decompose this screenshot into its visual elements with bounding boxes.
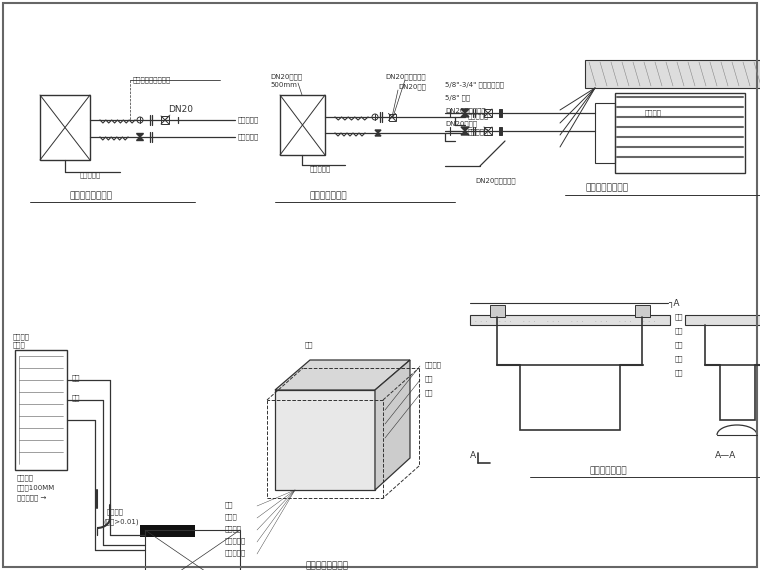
Polygon shape	[461, 109, 469, 113]
Text: 风机盘管配管图: 风机盘管配管图	[310, 192, 347, 201]
Bar	[490, 305, 505, 317]
Text: 冷冻供水管: 冷冻供水管	[238, 134, 259, 140]
Text: 暖散散板: 暖散散板	[13, 333, 30, 340]
Text: 冷冻回水管: 冷冻回水管	[238, 117, 259, 123]
Text: 管节及螺圈: 管节及螺圈	[225, 538, 246, 544]
Polygon shape	[461, 131, 469, 135]
Text: 5/8"-3/4" 铜索，制控组: 5/8"-3/4" 铜索，制控组	[445, 82, 504, 88]
Text: .  .  .: . . .	[499, 319, 511, 324]
Text: .  .  .: . . .	[595, 319, 607, 324]
Text: 汽管: 汽管	[72, 374, 81, 381]
Text: 冷冻回水管: 冷冻回水管	[468, 113, 489, 119]
Text: .  .  .: . . .	[475, 319, 487, 324]
Text: 洁洁密带: 洁洁密带	[17, 475, 34, 481]
Bar	[585, 60, 760, 88]
Text: DN20闸阀: DN20闸阀	[398, 84, 426, 90]
Polygon shape	[461, 113, 469, 117]
Text: 保温风管实装详图: 保温风管实装详图	[305, 561, 348, 570]
Text: 冷凝排水管: 冷凝排水管	[310, 166, 331, 172]
Text: 液管: 液管	[72, 394, 81, 401]
Text: 喷嘴: 喷嘴	[425, 376, 433, 382]
Text: .  .  .: . . .	[571, 319, 583, 324]
Bar	[280, 95, 325, 155]
Text: 管架: 管架	[675, 370, 683, 376]
Text: 风管: 风管	[225, 502, 233, 508]
Text: 膨胀螺丝: 膨胀螺丝	[645, 109, 662, 116]
Bar	[720, 365, 755, 420]
Bar	[484, 127, 492, 135]
Polygon shape	[375, 360, 410, 490]
Text: 管导及缝置: 管导及缝置	[225, 549, 246, 556]
Bar	[685, 315, 760, 325]
Text: ┐A: ┐A	[668, 299, 679, 307]
Polygon shape	[375, 133, 381, 136]
Polygon shape	[461, 127, 469, 131]
Polygon shape	[137, 133, 144, 137]
Text: 吊件: 吊件	[675, 328, 683, 334]
Bar	[484, 109, 492, 117]
Text: 冷凝排水管: 冷凝排水管	[80, 172, 101, 178]
Text: 膨胀螺丝: 膨胀螺丝	[425, 362, 442, 368]
Text: DN20冷凝排水管: DN20冷凝排水管	[475, 178, 515, 184]
Bar	[520, 365, 620, 430]
Text: 密配米位置 →: 密配米位置 →	[17, 495, 46, 501]
Text: 室外机: 室外机	[13, 341, 26, 348]
Bar	[15, 350, 67, 470]
Text: 5/8" 铜管: 5/8" 铜管	[445, 95, 470, 101]
Text: 保温层: 保温层	[225, 514, 238, 520]
Text: DN20: DN20	[168, 105, 193, 115]
Polygon shape	[137, 137, 144, 140]
Text: 屏管衬胆: 屏管衬胆	[225, 526, 242, 532]
Text: 螺栓: 螺栓	[675, 314, 683, 320]
Text: .  .  .: . . .	[619, 319, 632, 324]
Text: DN20电动二通阀: DN20电动二通阀	[445, 108, 486, 115]
Text: A: A	[470, 450, 476, 459]
Text: 冷媒水管: 冷媒水管	[107, 508, 124, 515]
Polygon shape	[275, 390, 375, 490]
Bar	[40, 95, 90, 160]
Polygon shape	[275, 360, 410, 390]
Text: .  .  .: . . .	[523, 319, 535, 324]
Text: 垫圈: 垫圈	[675, 356, 683, 363]
Text: DN20电磁二通阀: DN20电磁二通阀	[385, 74, 426, 80]
Bar	[145, 530, 240, 570]
Bar	[615, 93, 745, 173]
Text: 风机盘管安装详图: 风机盘管安装详图	[585, 184, 628, 193]
Bar	[635, 305, 650, 317]
Bar	[595, 103, 615, 163]
Text: A—A: A—A	[715, 450, 736, 459]
Bar	[499, 127, 502, 135]
Bar	[388, 113, 395, 120]
Text: 风管: 风管	[675, 341, 683, 348]
Text: 吊装风管安装图: 吊装风管安装图	[590, 466, 628, 475]
Text: .  .  .: . . .	[547, 319, 559, 324]
Text: 管节: 管节	[425, 390, 433, 396]
Bar	[470, 315, 670, 325]
Text: 比例积分电动二通阀: 比例积分电动二通阀	[133, 77, 171, 83]
Text: 冷冻保水管: 冷冻保水管	[468, 129, 489, 135]
Text: 500mm: 500mm	[270, 82, 297, 88]
Text: 悬顶式风机接管图: 悬顶式风机接管图	[70, 192, 113, 201]
Text: DN20制剂阀: DN20制剂阀	[445, 121, 477, 127]
Text: (坡度>0.01): (坡度>0.01)	[103, 519, 138, 526]
Text: DN20承接管: DN20承接管	[270, 74, 302, 80]
Bar	[161, 116, 169, 124]
Text: 风管: 风管	[305, 341, 313, 348]
Bar	[140, 525, 195, 537]
Bar	[499, 109, 502, 117]
Text: 半长到100MM: 半长到100MM	[17, 484, 55, 491]
Text: .  .  .: . . .	[643, 319, 655, 324]
Polygon shape	[375, 130, 381, 133]
